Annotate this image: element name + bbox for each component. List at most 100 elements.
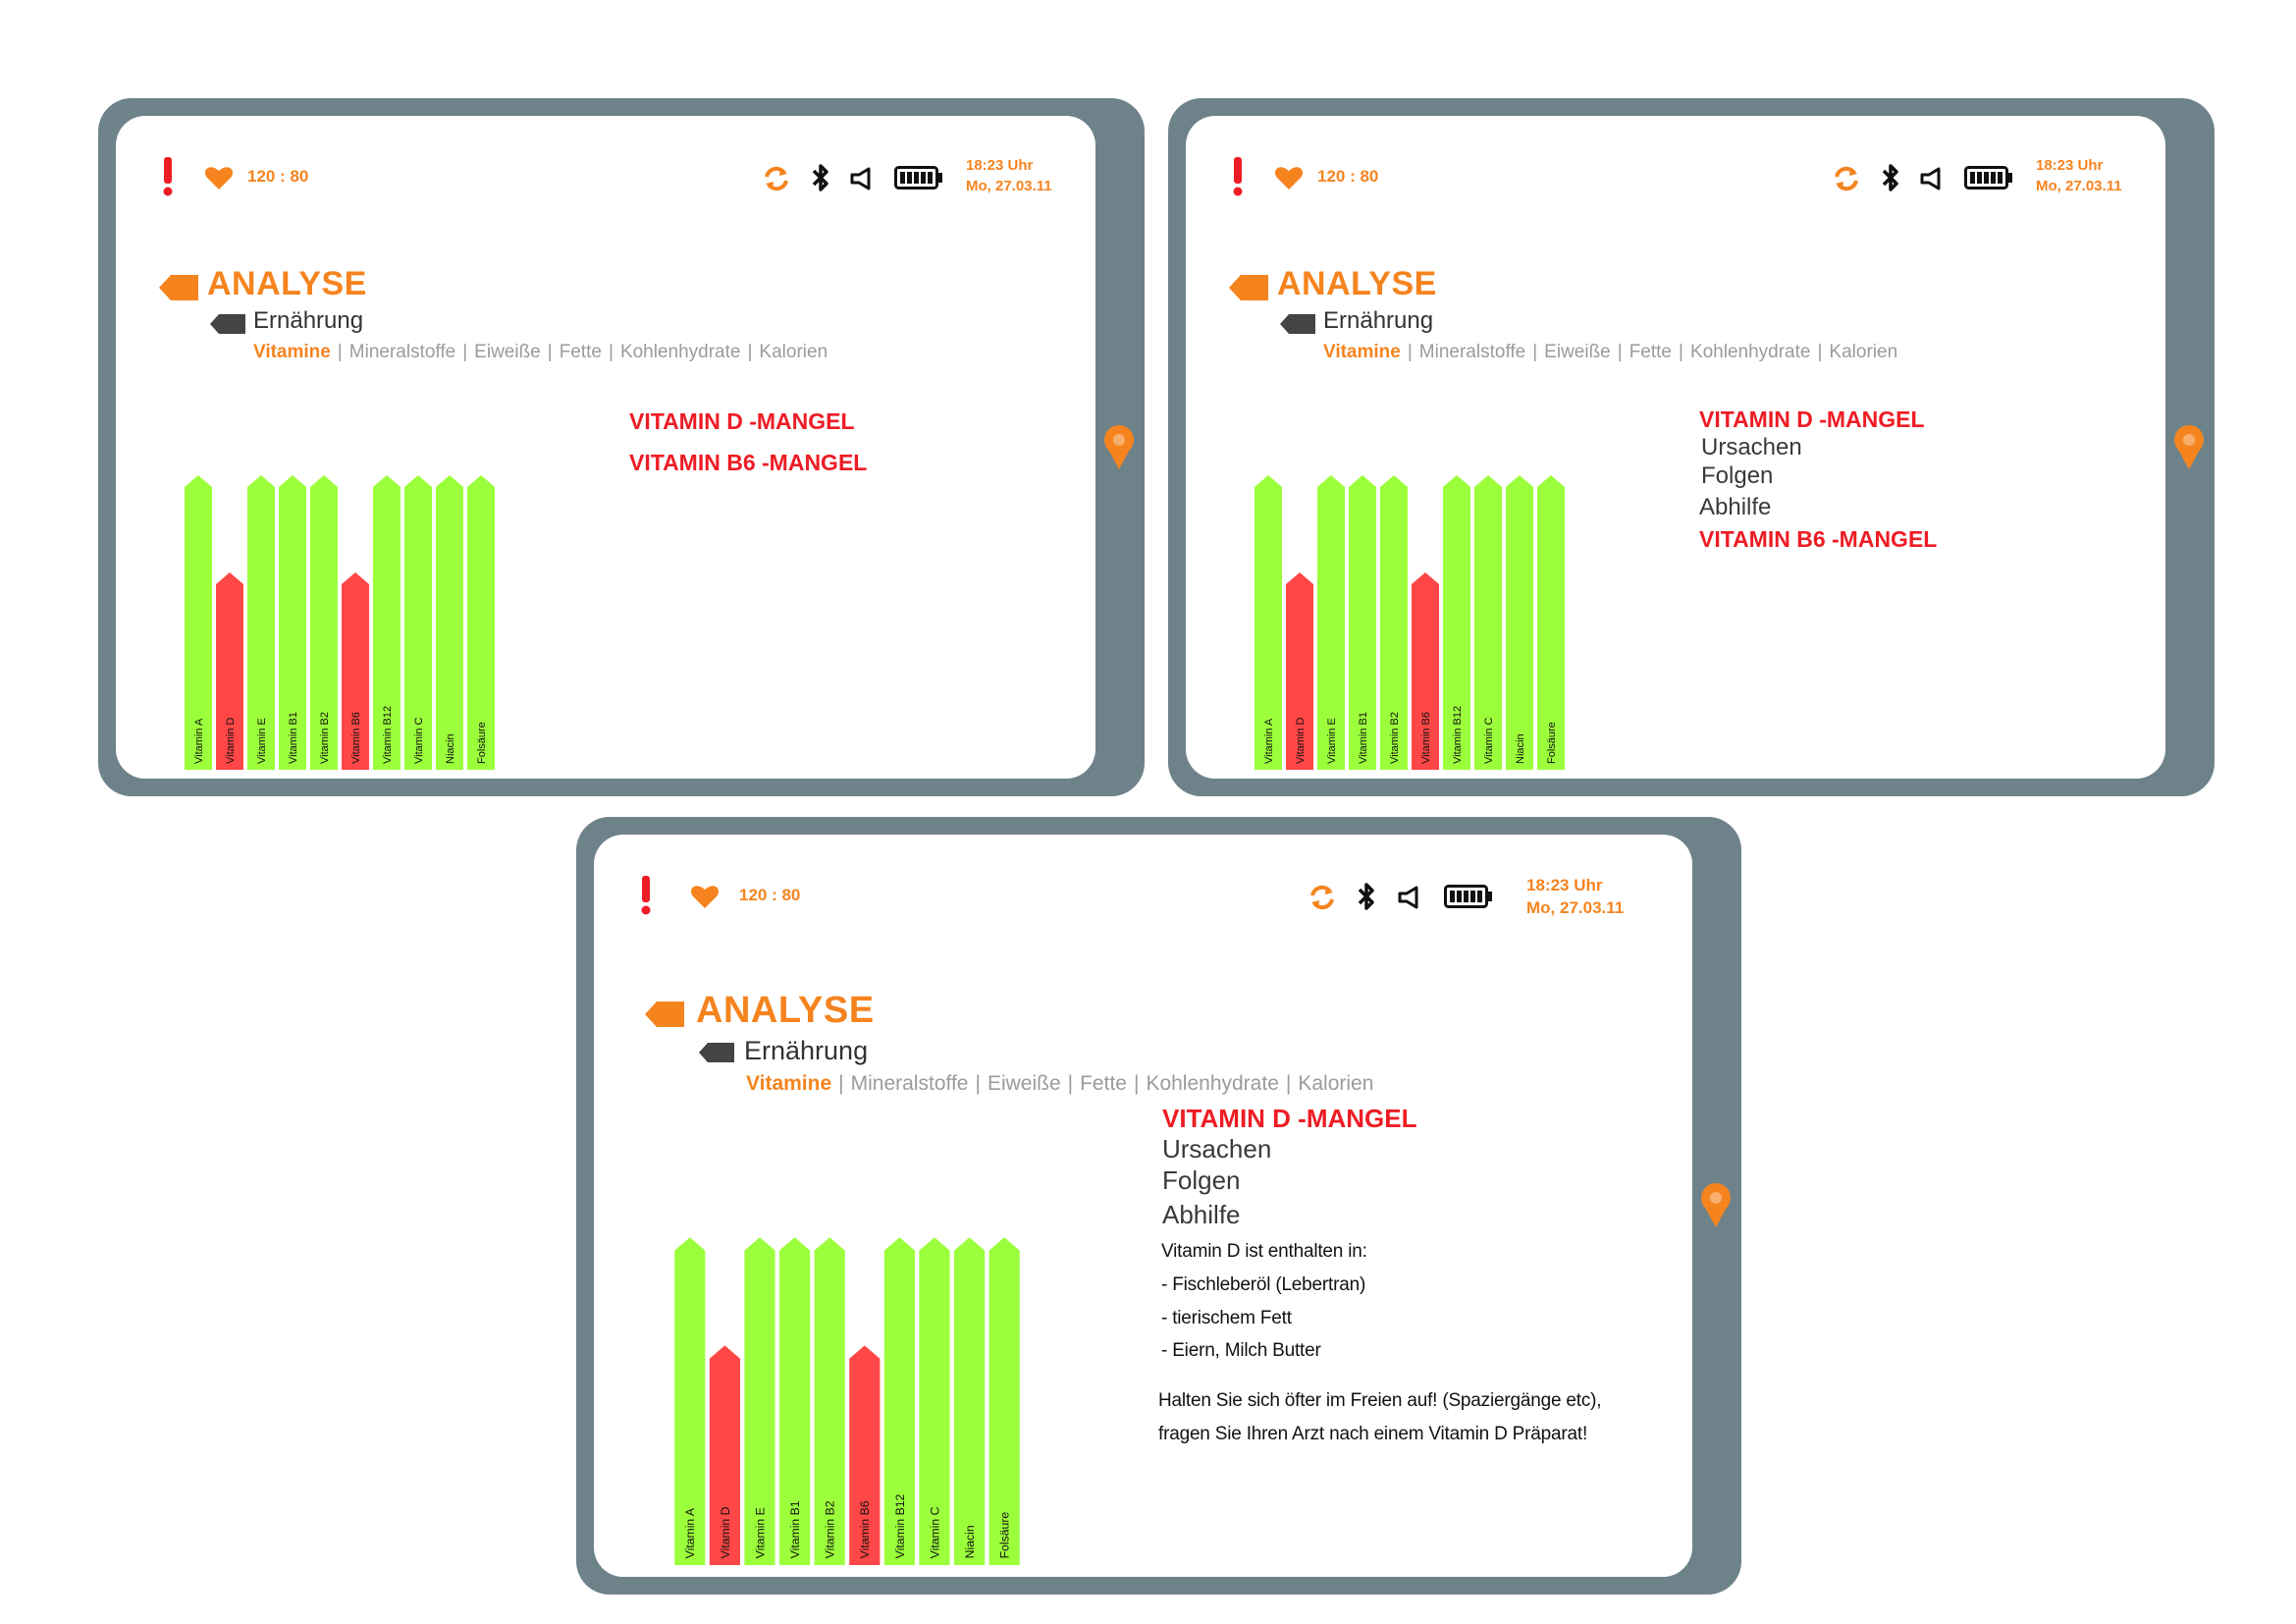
alert-icon[interactable] bbox=[161, 157, 175, 196]
sync-icon[interactable] bbox=[1308, 884, 1336, 911]
tab-kohlenhydrate[interactable]: Kohlenhydrate bbox=[1146, 1072, 1279, 1095]
tab-eiweisse[interactable]: Eiweiße bbox=[474, 342, 541, 362]
tab-mineralstoffe[interactable]: Mineralstoffe bbox=[348, 342, 456, 362]
folgen-link[interactable]: Folgen bbox=[1701, 462, 1774, 489]
bluetooth-icon[interactable] bbox=[811, 163, 830, 192]
bar-niacin[interactable]: Niacin bbox=[1506, 475, 1533, 770]
sync-icon[interactable] bbox=[1833, 165, 1860, 192]
bar-vitamin-b6[interactable]: Vitamin B6 bbox=[849, 1345, 881, 1565]
bar-vitamin-b6[interactable]: Vitamin B6 bbox=[342, 572, 369, 770]
tab-kohlenhydrate[interactable]: Kohlenhydrate bbox=[1689, 342, 1811, 362]
bar-vitamin-b1[interactable]: Vitamin B1 bbox=[279, 475, 306, 770]
tab-kalorien[interactable]: Kalorien bbox=[759, 342, 828, 362]
bar-shape bbox=[216, 572, 243, 770]
tab-eiweisse[interactable]: Eiweiße bbox=[1544, 342, 1611, 362]
bar-vitamin-c[interactable]: Vitamin C bbox=[404, 475, 432, 770]
bar-niacin[interactable]: Niacin bbox=[954, 1237, 986, 1565]
page-title: ANALYSE bbox=[696, 990, 875, 1031]
bar-label: Vitamin A bbox=[683, 1507, 697, 1558]
contained-item: - Fischleberöl (Lebertran) bbox=[1161, 1274, 1366, 1295]
tab-kalorien[interactable]: Kalorien bbox=[1298, 1072, 1374, 1095]
location-pin-icon[interactable] bbox=[2169, 422, 2209, 471]
bar-fols-ure[interactable]: Folsäure bbox=[467, 475, 495, 770]
vitamin-chart: Vitamin A Vitamin D Vitamin E Vitamin B1 Vit… bbox=[674, 1237, 1020, 1565]
tab-vitamine[interactable]: Vitamine bbox=[746, 1072, 832, 1095]
bar-vitamin-a[interactable]: Vitamin A bbox=[185, 475, 212, 770]
bar-vitamin-b1[interactable]: Vitamin B1 bbox=[779, 1237, 811, 1565]
tab-kalorien[interactable]: Kalorien bbox=[1829, 342, 1898, 362]
vitamin-d-deficit-link[interactable]: VITAMIN D -MANGEL bbox=[1699, 406, 1925, 432]
bar-vitamin-a[interactable]: Vitamin A bbox=[1255, 475, 1282, 770]
bar-label: Vitamin E bbox=[753, 1507, 767, 1558]
bar-vitamin-b6[interactable]: Vitamin B6 bbox=[1412, 572, 1439, 770]
bar-vitamin-b12[interactable]: Vitamin B12 bbox=[883, 1237, 915, 1565]
bar-vitamin-a[interactable]: Vitamin A bbox=[674, 1237, 706, 1565]
device-frame-2: 120 : 80 18:23 Uhr Mo, 27.03.11 ANALYSE … bbox=[1168, 98, 2215, 796]
abhilfe-link[interactable]: Abhilfe bbox=[1699, 494, 1772, 520]
battery-icon bbox=[1444, 885, 1492, 908]
bar-vitamin-b2[interactable]: Vitamin B2 bbox=[1380, 475, 1408, 770]
sync-icon[interactable] bbox=[763, 165, 790, 192]
bar-vitamin-d[interactable]: Vitamin D bbox=[216, 572, 243, 770]
ursachen-link[interactable]: Ursachen bbox=[1162, 1134, 1272, 1164]
tab-eiweisse[interactable]: Eiweiße bbox=[987, 1072, 1061, 1095]
tab-mineralstoffe[interactable]: Mineralstoffe bbox=[1418, 342, 1526, 362]
abhilfe-link[interactable]: Abhilfe bbox=[1162, 1200, 1241, 1229]
volume-icon[interactable] bbox=[1919, 167, 1947, 190]
bar-label: Niacin bbox=[963, 1525, 977, 1558]
bar-vitamin-e[interactable]: Vitamin E bbox=[744, 1237, 775, 1565]
subnav-arrow-icon[interactable] bbox=[699, 1043, 734, 1062]
bar-vitamin-b2[interactable]: Vitamin B2 bbox=[814, 1237, 845, 1565]
tab-vitamine[interactable]: Vitamine bbox=[253, 342, 331, 362]
page-title: ANALYSE bbox=[1277, 265, 1437, 302]
alert-icon[interactable] bbox=[639, 876, 653, 915]
back-arrow-icon[interactable] bbox=[645, 1001, 684, 1027]
bar-shape bbox=[919, 1237, 950, 1565]
vitamin-b6-deficit-link[interactable]: VITAMIN B6 -MANGEL bbox=[629, 450, 868, 475]
location-pin-icon[interactable] bbox=[1696, 1180, 1735, 1229]
bar-vitamin-e[interactable]: Vitamin E bbox=[1317, 475, 1345, 770]
vitamin-chart: Vitamin A Vitamin D Vitamin E Vitamin B1 Vit… bbox=[1255, 475, 1565, 770]
bar-vitamin-e[interactable]: Vitamin E bbox=[247, 475, 275, 770]
tab-kohlenhydrate[interactable]: Kohlenhydrate bbox=[619, 342, 741, 362]
bar-shape bbox=[883, 1237, 915, 1565]
bluetooth-icon[interactable] bbox=[1881, 163, 1900, 192]
vitamin-d-deficit-link[interactable]: VITAMIN D -MANGEL bbox=[629, 408, 855, 434]
tab-vitamine[interactable]: Vitamine bbox=[1323, 342, 1401, 362]
back-arrow-icon[interactable] bbox=[159, 275, 198, 300]
bar-vitamin-d[interactable]: Vitamin D bbox=[1286, 572, 1313, 770]
volume-icon[interactable] bbox=[849, 167, 877, 190]
bar-vitamin-b1[interactable]: Vitamin B1 bbox=[1349, 475, 1376, 770]
ursachen-link[interactable]: Ursachen bbox=[1701, 434, 1802, 460]
tab-fette[interactable]: Fette bbox=[1080, 1072, 1127, 1095]
volume-icon[interactable] bbox=[1397, 886, 1424, 909]
bar-label: Vitamin C bbox=[1483, 717, 1495, 764]
subnav-arrow-icon[interactable] bbox=[1280, 314, 1315, 334]
bar-vitamin-c[interactable]: Vitamin C bbox=[919, 1237, 950, 1565]
bar-niacin[interactable]: Niacin bbox=[436, 475, 463, 770]
status-bar: 120 : 80 18:23 Uhr Mo, 27.03.11 bbox=[116, 116, 1095, 196]
bar-vitamin-b12[interactable]: Vitamin B12 bbox=[1443, 475, 1470, 770]
bar-fols-ure[interactable]: Folsäure bbox=[1537, 475, 1565, 770]
vitamin-d-deficit-link[interactable]: VITAMIN D -MANGEL bbox=[1162, 1104, 1417, 1133]
bluetooth-icon[interactable] bbox=[1357, 882, 1376, 911]
vitamin-b6-deficit-link[interactable]: VITAMIN B6 -MANGEL bbox=[1699, 526, 1938, 552]
bar-label: Vitamin D bbox=[719, 1506, 732, 1558]
back-arrow-icon[interactable] bbox=[1229, 275, 1268, 300]
subnav-arrow-icon[interactable] bbox=[210, 314, 245, 334]
bar-shape bbox=[279, 475, 306, 770]
bar-vitamin-d[interactable]: Vitamin D bbox=[709, 1345, 740, 1565]
date-time: 18:23 Uhr Mo, 27.03.11 bbox=[2036, 155, 2122, 196]
bar-vitamin-b12[interactable]: Vitamin B12 bbox=[373, 475, 400, 770]
bar-vitamin-b2[interactable]: Vitamin B2 bbox=[310, 475, 338, 770]
bar-vitamin-c[interactable]: Vitamin C bbox=[1474, 475, 1502, 770]
bar-fols-ure[interactable]: Folsäure bbox=[988, 1237, 1020, 1565]
tab-fette[interactable]: Fette bbox=[559, 342, 602, 362]
alert-icon[interactable] bbox=[1231, 157, 1245, 196]
bar-shape bbox=[1474, 475, 1502, 770]
location-pin-icon[interactable] bbox=[1099, 422, 1139, 471]
folgen-link[interactable]: Folgen bbox=[1162, 1165, 1241, 1195]
bar-label: Folsäure bbox=[1546, 722, 1558, 764]
tab-fette[interactable]: Fette bbox=[1629, 342, 1672, 362]
tab-mineralstoffe[interactable]: Mineralstoffe bbox=[850, 1072, 969, 1095]
